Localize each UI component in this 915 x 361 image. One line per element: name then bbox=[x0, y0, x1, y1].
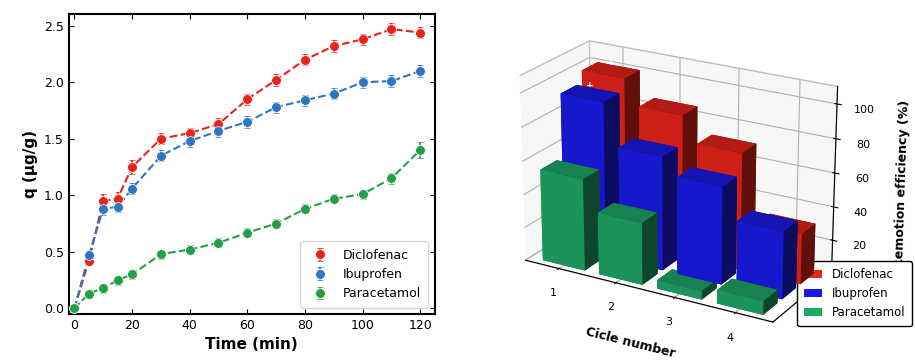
X-axis label: Cicle number: Cicle number bbox=[584, 326, 676, 361]
Legend: Diclofenac, Ibuprofen, Paracetamol: Diclofenac, Ibuprofen, Paracetamol bbox=[797, 261, 912, 326]
X-axis label: Time (min): Time (min) bbox=[205, 338, 298, 352]
Legend: Diclofenac, Ibuprofen, Paracetamol: Diclofenac, Ibuprofen, Paracetamol bbox=[300, 241, 428, 308]
Y-axis label: q (μg/g): q (μg/g) bbox=[23, 130, 38, 198]
